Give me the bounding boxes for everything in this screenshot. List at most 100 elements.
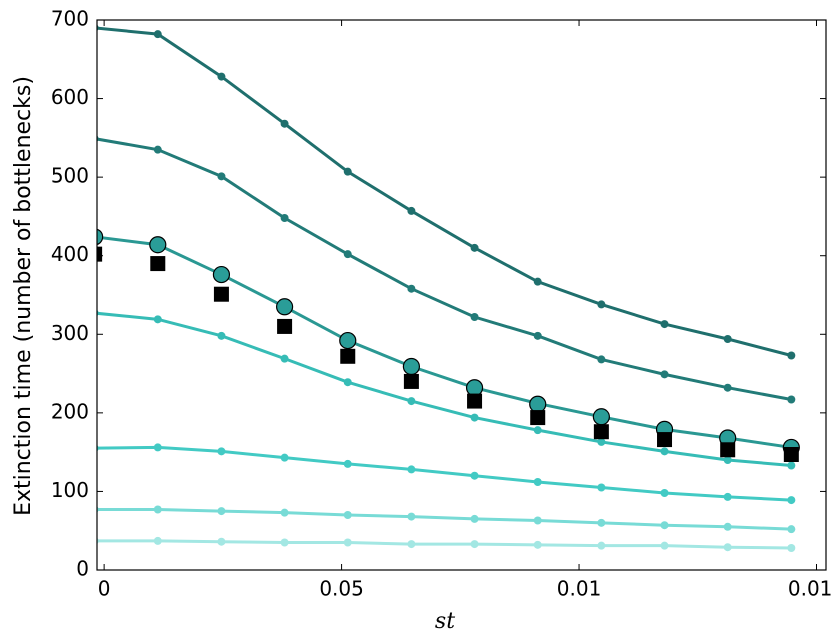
point [723,383,732,392]
point [343,167,352,176]
point [597,355,606,364]
series-line [97,508,792,531]
point [787,525,796,534]
x-tick-label: 0.01 [557,577,602,601]
point [275,298,294,316]
x-axis-label: st [435,609,455,634]
point [97,246,103,262]
y-tick-label: 0 [76,557,89,581]
point [217,447,226,456]
point [593,424,609,440]
x-tick-label: 0.015 [788,577,831,601]
point [149,236,167,254]
point [660,447,669,456]
series-line [97,311,792,467]
y-tick-label: 100 [51,478,89,502]
point [660,541,669,550]
point [470,243,479,252]
point [343,511,352,519]
point [343,250,352,259]
point [533,478,542,486]
point [213,286,229,302]
point [217,507,226,516]
point [153,315,162,324]
point [529,395,547,413]
point [280,354,289,363]
point [153,145,162,154]
point [723,456,732,464]
point [597,541,606,550]
point [407,284,416,293]
point [533,516,542,525]
point [470,540,479,549]
point [660,320,669,329]
plot-frame [96,19,827,571]
point [533,277,542,286]
point [597,300,606,309]
point [343,538,352,547]
point [217,331,226,340]
point [403,373,419,389]
point [533,540,542,549]
point [723,492,732,501]
point [530,410,546,426]
point [787,496,796,505]
point [660,521,669,530]
point [280,508,289,517]
point [533,426,542,435]
series-line [97,26,792,357]
x-tick-label: 0 [98,577,111,601]
point [470,313,479,321]
point [343,459,352,468]
y-axis-label: Extinction time (number of bottlenecks) [11,76,36,516]
point [407,465,416,474]
point [660,370,669,379]
point [723,543,732,552]
point [720,442,736,458]
point [592,408,610,426]
point [217,537,226,546]
point [343,378,352,387]
point [340,348,356,364]
point [280,119,289,128]
point [465,379,484,397]
point [97,228,104,246]
point [150,256,166,272]
point [597,437,606,446]
point [723,522,732,531]
y-tick-label: 200 [51,399,89,423]
series-line [97,235,792,449]
point [723,335,732,343]
point [217,72,226,81]
point [153,30,162,39]
point [339,331,357,350]
point [470,413,479,422]
point [787,395,796,404]
series-line [97,137,792,401]
y-tick-label: 600 [51,85,89,109]
point [217,172,226,181]
point [787,351,796,360]
point [467,393,483,409]
point [280,538,289,547]
point [407,540,416,549]
plot-area [97,24,800,552]
y-tick-label: 400 [51,242,89,266]
point [153,536,162,545]
point [470,514,479,523]
point [657,432,673,448]
y-tick-label: 300 [51,321,89,345]
point [787,461,796,470]
point [407,206,416,215]
point [212,265,231,284]
point [280,214,289,222]
y-tick-label: 700 [51,7,89,31]
y-tick-label: 500 [51,164,89,188]
point [407,397,416,406]
point [280,453,289,462]
point [787,544,796,552]
point [470,471,479,480]
point [153,505,162,514]
